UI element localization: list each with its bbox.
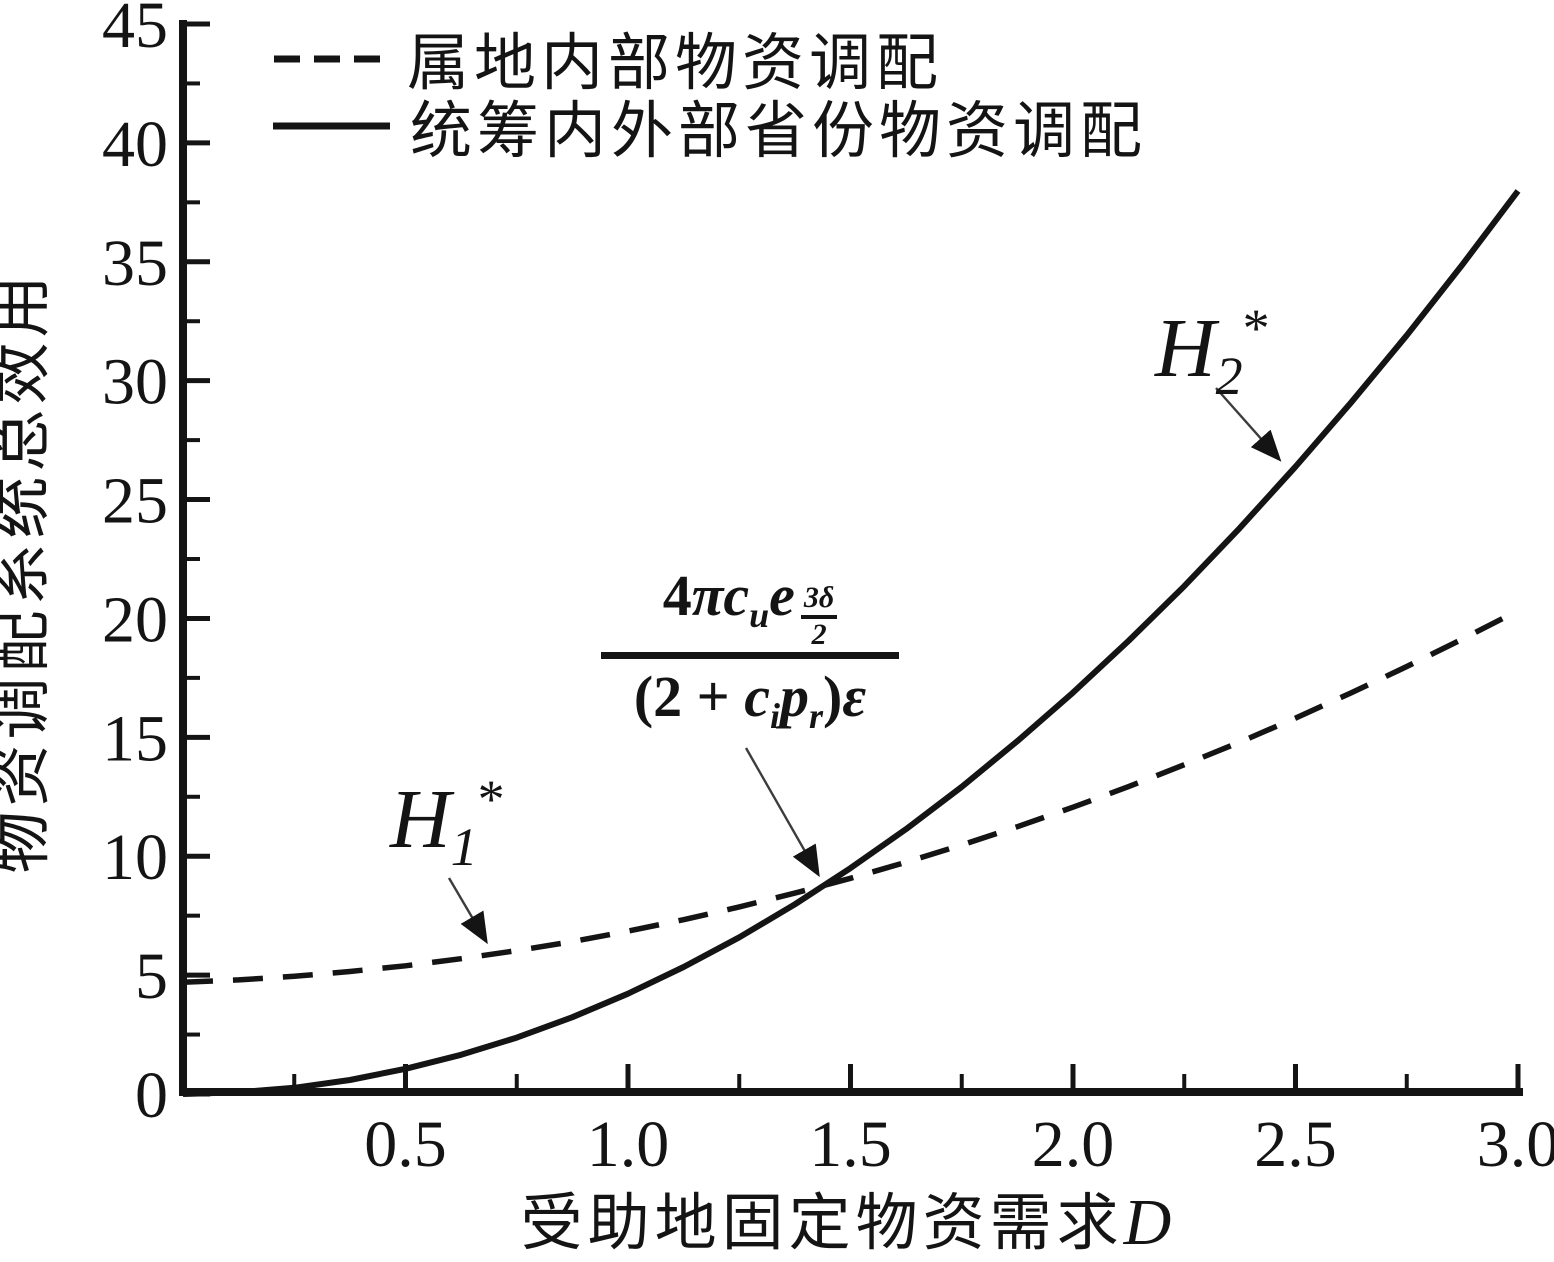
formula-fraction-bar <box>601 652 899 659</box>
series-path-dashed <box>182 608 1520 985</box>
y-axis-label: 物资调配系统总效用 <box>0 270 56 873</box>
y-tick-label: 5 <box>135 940 168 1013</box>
x-tick-label: 3.0 <box>1477 1108 1554 1181</box>
formula-exponent-denominator: 2 <box>811 617 827 651</box>
x-tick-label: 2.0 <box>1032 1108 1115 1181</box>
formula-num-vars: πc <box>691 563 750 628</box>
formula-den-open: (2 + <box>633 664 745 729</box>
h2-annotation-label: H2* <box>1155 301 1270 403</box>
h1-subscript: 1 <box>450 817 478 877</box>
y-tick-label: 10 <box>102 821 168 894</box>
formula-num-subscript: u <box>749 595 770 635</box>
formula-den-c: c <box>744 664 770 729</box>
legend-label-dashed: 属地内部物资调配 <box>407 30 943 98</box>
formula-exponent-numerator: 3δ <box>800 582 838 619</box>
axis-tick-labels: 0.5 1.0 1.5 2.0 2.5 3.0 0 5 10 15 20 25 30 35 40 45 <box>102 0 1554 1181</box>
y-tick-label: 45 <box>102 0 168 62</box>
y-tick-label: 40 <box>102 108 168 181</box>
formula-den-p: p <box>780 664 809 729</box>
x-tick-label: 1.0 <box>587 1108 670 1181</box>
formula-den-close: ) <box>823 664 843 729</box>
x-tick-label: 1.5 <box>809 1108 892 1181</box>
x-tick-label: 2.5 <box>1254 1108 1337 1181</box>
formula-numerator: 4πcue 3δ 2 <box>601 561 899 650</box>
h2-annotation-arrow <box>1215 387 1282 462</box>
y-tick-label: 15 <box>102 702 168 775</box>
formula-den-c-subscript: i <box>769 696 780 736</box>
formula-den-p-subscript: r <box>809 696 824 736</box>
h1-annotation-arrow <box>447 877 488 945</box>
formula-annotation: 4πcue 3δ 2 (2 + cipr)ε <box>601 561 899 754</box>
legend-label-solid: 统筹内外部省份物资调配 <box>410 98 1147 166</box>
y-tick-label: 0 <box>135 1059 168 1132</box>
h2-superscript: * <box>1242 298 1270 358</box>
y-tick-label: 35 <box>102 227 168 300</box>
formula-num-coeff: 4 <box>662 563 692 628</box>
h1-superscript: * <box>477 769 505 829</box>
series-curves <box>182 189 1521 1097</box>
x-axis-label: 受助地固定物资需求D <box>521 1186 1172 1259</box>
formula-den-epsilon: ε <box>842 664 867 729</box>
formula-exponent-fraction: 3δ 2 <box>800 582 838 651</box>
y-tick-label: 20 <box>102 583 168 656</box>
y-tick-label: 25 <box>102 465 168 538</box>
legend: 属地内部物资调配 统筹内外部省份物资调配 <box>273 30 1147 166</box>
formula-annotation-arrow <box>744 747 820 878</box>
axis-ticks <box>187 21 1521 1097</box>
formula-num-e: e <box>769 563 795 628</box>
y-tick-label: 30 <box>102 346 168 419</box>
h1-base: H <box>390 773 451 866</box>
h2-subscript: 2 <box>1215 346 1243 406</box>
h1-annotation-label: H1* <box>390 772 505 874</box>
x-tick-label: 0.5 <box>364 1108 447 1181</box>
series-path-solid <box>182 189 1521 1097</box>
h2-base: H <box>1155 302 1216 395</box>
formula-denominator: (2 + cipr)ε <box>601 659 899 754</box>
